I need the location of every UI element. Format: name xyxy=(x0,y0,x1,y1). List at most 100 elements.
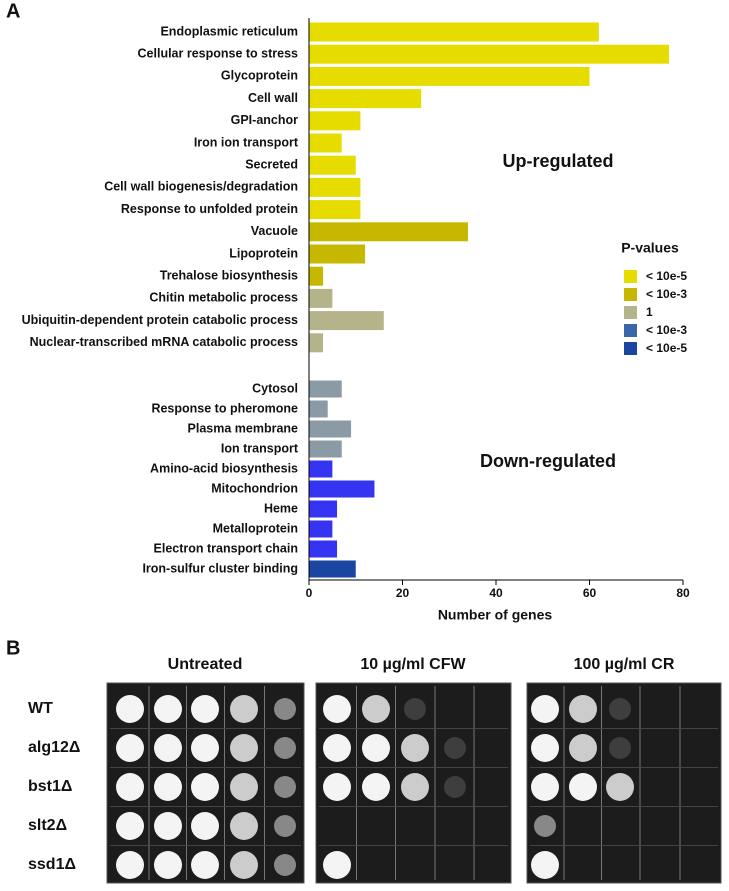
strain-label: alg12Δ xyxy=(28,739,80,756)
legend-swatch xyxy=(624,306,637,319)
colony-spot xyxy=(230,773,258,801)
bar xyxy=(309,288,333,308)
colony-spot xyxy=(230,734,258,762)
y-tick-label: Response to unfolded protein xyxy=(121,202,298,216)
annotation: Down-regulated xyxy=(480,451,616,471)
bar xyxy=(309,460,333,478)
bar xyxy=(309,266,324,286)
strain-label: ssd1Δ xyxy=(28,856,76,873)
colony-spot xyxy=(116,851,144,879)
bar xyxy=(309,540,338,558)
colony-spot xyxy=(444,776,466,798)
colony-spot xyxy=(154,773,182,801)
legend-label: < 10e-3 xyxy=(646,323,687,337)
condition-label: 10 µg/ml CFW xyxy=(360,656,466,673)
bar xyxy=(309,400,328,418)
colony-spot xyxy=(274,776,296,798)
colony-spot xyxy=(569,695,597,723)
colony-spot xyxy=(323,851,351,879)
y-tick-label: Ion transport xyxy=(221,441,299,455)
y-tick-label: Electron transport chain xyxy=(154,541,298,555)
colony-spot xyxy=(362,695,390,723)
x-tick-label: 0 xyxy=(306,586,313,600)
bar xyxy=(309,333,324,353)
bar xyxy=(309,311,384,331)
colony-spot xyxy=(191,851,219,879)
legend-label: 1 xyxy=(646,305,653,319)
colony-spot xyxy=(606,773,634,801)
y-tick-label: Iron ion transport xyxy=(194,135,299,149)
colony-spot xyxy=(230,851,258,879)
bar xyxy=(309,440,342,458)
y-tick-label: Endoplasmic reticulum xyxy=(160,24,298,38)
bar xyxy=(309,244,366,264)
condition-label: 100 µg/ml CR xyxy=(574,656,675,673)
colony-spot xyxy=(116,812,144,840)
colony-spot xyxy=(401,734,429,762)
y-tick-label: Lipoprotein xyxy=(229,246,298,260)
legend-swatch xyxy=(624,288,637,301)
legend-label: < 10e-5 xyxy=(646,341,687,355)
colony-spot xyxy=(116,773,144,801)
colony-spot xyxy=(531,851,559,879)
legend-swatch xyxy=(624,270,637,283)
y-tick-label: Chitin metabolic process xyxy=(149,291,298,305)
y-tick-label: Plasma membrane xyxy=(188,421,299,435)
bar xyxy=(309,500,338,518)
x-tick-label: 80 xyxy=(676,586,690,600)
y-tick-label: Glycoprotein xyxy=(221,69,298,83)
colony-spot xyxy=(362,734,390,762)
y-tick-label: GPI-anchor xyxy=(231,113,299,127)
condition-label: Untreated xyxy=(168,656,243,673)
colony-spot xyxy=(230,812,258,840)
x-tick-label: 20 xyxy=(396,586,410,600)
y-tick-label: Cell wall biogenesis/degradation xyxy=(104,180,298,194)
x-tick-label: 40 xyxy=(489,586,503,600)
colony-spot xyxy=(531,695,559,723)
colony-spot xyxy=(191,734,219,762)
colony-spot xyxy=(191,812,219,840)
y-tick-label: Ubiquitin-dependent protein catabolic pr… xyxy=(22,313,298,327)
colony-spot xyxy=(191,773,219,801)
panel-label: B xyxy=(6,637,20,659)
y-tick-label: Nuclear-transcribed mRNA catabolic proce… xyxy=(30,335,298,349)
bar xyxy=(309,133,342,153)
y-tick-label: Amino-acid biosynthesis xyxy=(150,461,298,475)
y-tick-label: Cell wall xyxy=(248,91,298,105)
y-tick-label: Response to pheromone xyxy=(151,401,298,415)
colony-spot xyxy=(323,773,351,801)
bar xyxy=(309,420,352,438)
strain-label: slt2Δ xyxy=(28,817,67,834)
panel-label: A xyxy=(6,0,20,22)
colony-spot xyxy=(569,734,597,762)
bar xyxy=(309,222,468,242)
bar xyxy=(309,200,361,220)
bar xyxy=(309,155,356,175)
y-tick-label: Iron-sulfur cluster binding xyxy=(142,561,298,575)
legend-swatch xyxy=(624,342,637,355)
bar xyxy=(309,480,375,498)
legend-label: < 10e-5 xyxy=(646,269,687,283)
colony-spot xyxy=(404,698,426,720)
colony-spot xyxy=(401,773,429,801)
colony-spot xyxy=(323,695,351,723)
plates xyxy=(106,682,722,884)
bar xyxy=(309,380,342,398)
colony-spot xyxy=(534,815,556,837)
bar xyxy=(309,560,356,578)
y-tick-label: Cellular response to stress xyxy=(138,46,299,60)
colony-spot xyxy=(362,773,390,801)
y-tick-label: Metalloprotein xyxy=(213,521,298,535)
bar xyxy=(309,89,422,109)
bar xyxy=(309,111,361,131)
colony-spot xyxy=(191,695,219,723)
colony-spot xyxy=(323,734,351,762)
y-tick-label: Vacuole xyxy=(251,224,298,238)
strain-label: bst1Δ xyxy=(28,778,72,795)
colony-spot xyxy=(154,734,182,762)
colony-spot xyxy=(116,695,144,723)
legend-label: < 10e-3 xyxy=(646,287,687,301)
y-tick-label: Mitochondrion xyxy=(211,481,298,495)
colony-spot xyxy=(116,734,144,762)
